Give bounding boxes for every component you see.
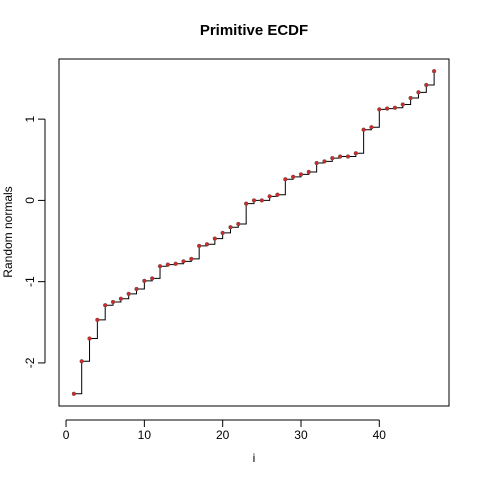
x-axis-label: i <box>253 451 256 465</box>
data-point-18 <box>204 242 210 247</box>
x-tick-label-0: 0 <box>63 428 70 442</box>
x-tick-label-10: 10 <box>138 428 152 442</box>
y-axis-label: Random normals <box>1 186 15 277</box>
y-tick-label--1: -1 <box>23 276 37 287</box>
data-point-19 <box>212 236 217 241</box>
data-point-3 <box>87 336 92 341</box>
data-point-5 <box>103 303 108 308</box>
data-point-15 <box>181 259 186 264</box>
data-point-32 <box>314 160 319 166</box>
ecdf-step-line <box>73 71 435 395</box>
data-point-29 <box>291 174 296 179</box>
x-tick-label-20: 20 <box>216 428 230 442</box>
data-points-layer <box>71 69 437 396</box>
data-point-33 <box>322 159 327 164</box>
data-point-46 <box>424 82 429 88</box>
data-point-17 <box>197 243 202 249</box>
data-point-45 <box>416 90 421 95</box>
x-tick-label-30: 30 <box>294 428 308 442</box>
x-tick-label-40: 40 <box>373 428 387 442</box>
data-point-42 <box>392 105 398 110</box>
data-point-11 <box>150 276 155 281</box>
data-point-6 <box>110 299 116 305</box>
data-point-37 <box>353 151 358 156</box>
data-point-16 <box>189 256 194 262</box>
step-function-layer <box>73 71 435 395</box>
data-point-27 <box>275 192 280 197</box>
data-point-40 <box>377 107 382 112</box>
data-point-14 <box>173 261 178 266</box>
data-point-12 <box>157 264 163 269</box>
data-point-34 <box>330 155 335 161</box>
plot-border <box>58 58 450 407</box>
data-point-28 <box>283 177 288 182</box>
data-point-44 <box>408 95 413 101</box>
chart-title: Primitive ECDF <box>200 22 308 39</box>
data-point-36 <box>345 154 351 159</box>
y-tick-label--2: -2 <box>23 357 37 368</box>
data-point-10 <box>142 278 147 284</box>
data-point-1 <box>71 391 77 396</box>
data-point-22 <box>236 221 241 227</box>
data-point-43 <box>400 102 405 107</box>
y-axis: -2 -1 0 1 <box>23 115 46 368</box>
data-point-9 <box>134 286 139 292</box>
data-point-8 <box>126 291 131 297</box>
data-point-30 <box>298 172 304 177</box>
y-tick-label-0: 0 <box>23 197 37 204</box>
data-point-39 <box>369 125 374 130</box>
y-tick-label-1: 1 <box>23 115 37 122</box>
data-point-21 <box>228 225 233 230</box>
data-point-31 <box>306 169 311 175</box>
data-point-25 <box>259 198 264 203</box>
data-point-7 <box>118 296 124 301</box>
data-point-2 <box>79 359 84 364</box>
data-point-38 <box>361 127 366 132</box>
data-point-24 <box>251 198 257 203</box>
data-point-13 <box>165 262 171 267</box>
data-point-4 <box>95 317 100 323</box>
data-point-41 <box>384 106 390 111</box>
x-axis: 0 10 20 30 40 <box>63 419 387 442</box>
data-point-35 <box>337 154 343 159</box>
data-point-47 <box>431 69 437 74</box>
data-point-23 <box>244 201 249 206</box>
data-point-26 <box>267 194 272 199</box>
data-point-20 <box>220 230 225 236</box>
